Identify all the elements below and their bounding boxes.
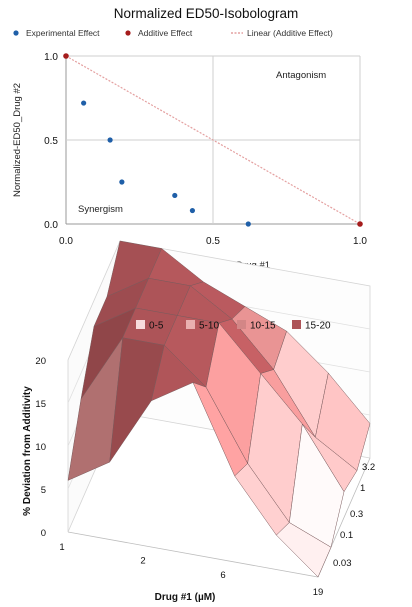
- legend-marker: [125, 30, 131, 36]
- experimental-point: [119, 179, 125, 185]
- surface-patch: [231, 306, 287, 370]
- legend-label: 0-5: [149, 321, 164, 332]
- x-tick-label: 6: [220, 570, 225, 581]
- surface-patch: [289, 423, 345, 548]
- additive-line: [65, 55, 361, 225]
- legend-swatch: [186, 320, 195, 329]
- depth-tick-label: 0.1: [340, 530, 353, 541]
- legend-swatch: [292, 320, 301, 329]
- depth-tick-label: 3.2: [362, 462, 375, 473]
- surface-patch: [151, 345, 207, 402]
- x-tick-label: 0.0: [59, 236, 73, 247]
- surface-patch: [315, 372, 371, 471]
- surface-patch: [302, 423, 358, 492]
- annotation-antagonism: Antagonism: [276, 70, 326, 81]
- y-tick-label: 0.5: [44, 136, 58, 147]
- surface-patch: [109, 337, 165, 463]
- experimental-point: [245, 221, 251, 227]
- z-tick-label: 15: [35, 399, 46, 410]
- z-axis-label: % Deviation from Additivity: [22, 386, 33, 516]
- additive-point: [63, 53, 69, 59]
- legend-swatch: [136, 320, 145, 329]
- legend-label: Linear (Additive Effect): [247, 28, 333, 38]
- z-gridline: [67, 369, 371, 490]
- x-tick-label: 0.5: [206, 236, 220, 247]
- legend-label: Experimental Effect: [26, 28, 100, 38]
- y-tick-label: 0.0: [44, 220, 58, 231]
- z-tick-label: 5: [41, 485, 46, 496]
- z-tick-label: 20: [35, 356, 46, 367]
- experimental-point: [107, 137, 113, 143]
- surface-patch: [192, 382, 248, 477]
- x-tick-label: 2: [140, 556, 145, 567]
- surface-patch: [67, 337, 123, 481]
- legend-swatch: [237, 320, 246, 329]
- bliss-title: Bliss Surface Plot: [125, 292, 287, 313]
- z-tick-label: 10: [35, 442, 46, 453]
- legend-label: 10-15: [250, 321, 276, 332]
- annotation-synergism: Synergism: [78, 204, 123, 215]
- x-axis-label: Normalized-ED50_Drug #1: [156, 260, 270, 271]
- x-tick-label: 1.0: [353, 236, 367, 247]
- y-axis-label: Normalized-ED50_Drug #2: [12, 83, 23, 197]
- isobologram-chart: Experimental Effect Additive Effect Linear…: [12, 28, 367, 271]
- additive-point: [357, 221, 363, 227]
- floor-edge: [67, 457, 371, 578]
- experimental-point: [189, 207, 196, 214]
- z-tick-label: 0: [41, 528, 46, 539]
- surface-patch: [218, 318, 274, 374]
- surface-patch: [260, 369, 316, 438]
- surface-patch: [80, 307, 136, 400]
- depth-tick-label: 0.3: [350, 509, 363, 520]
- x-tick-label: 1: [59, 542, 64, 553]
- surface-patch: [234, 463, 290, 536]
- experimental-point: [172, 192, 178, 199]
- x-tick-label: 19: [313, 587, 324, 598]
- isobologram-title: Normalized ED50-Isobologram: [113, 6, 299, 21]
- surface-patch: [164, 315, 220, 388]
- surface-patch: [276, 522, 332, 578]
- legend-label: 5-10: [199, 321, 219, 332]
- depth-tick-label: 0.03: [333, 558, 352, 569]
- y-tick-label: 1.0: [44, 52, 58, 63]
- experimental-point: [81, 100, 87, 106]
- x-axis-label: Drug #1 (µM): [155, 592, 216, 603]
- legend-label: Additive Effect: [138, 28, 193, 38]
- surface-patch: [247, 373, 303, 523]
- depth-tick-label: 1: [360, 483, 365, 494]
- z-gridline: [67, 326, 371, 447]
- surface-patch: [205, 322, 261, 464]
- surface-patch: [273, 330, 329, 438]
- legend-marker: [13, 30, 19, 36]
- legend-label: 15-20: [305, 321, 331, 332]
